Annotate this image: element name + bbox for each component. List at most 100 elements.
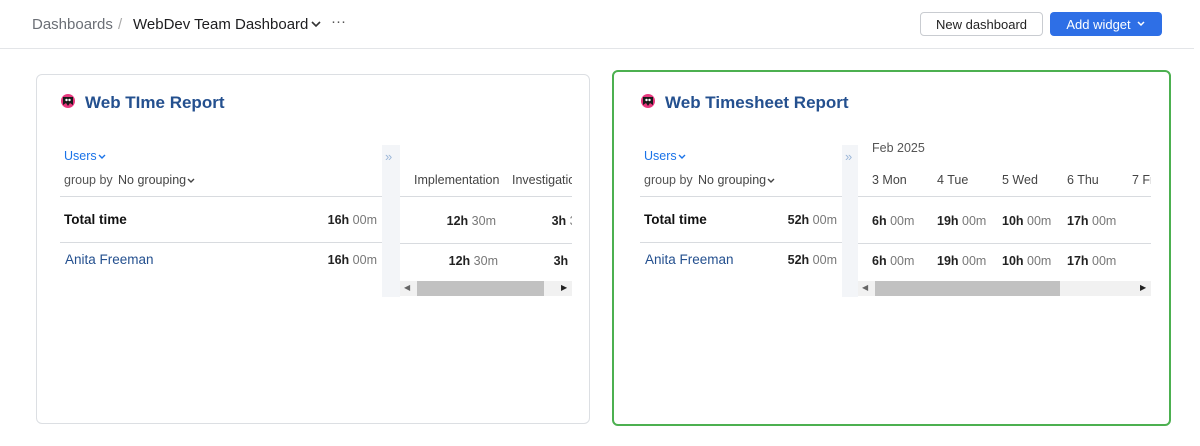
minutes: 00m — [1092, 214, 1117, 228]
hours: 12h — [448, 254, 471, 268]
minutes: 30m — [473, 254, 498, 268]
user-total: 52h 00m — [640, 253, 837, 267]
minutes: 00m — [1092, 254, 1117, 268]
column-header: 4 Tue — [937, 173, 969, 187]
total-label: Total time — [644, 212, 707, 227]
hours: 6h — [872, 214, 887, 228]
widget-card — [36, 74, 590, 424]
column-total: 10h 00m — [1002, 214, 1051, 228]
minutes: 00m — [812, 213, 837, 227]
grouping-selector[interactable]: No grouping — [118, 173, 187, 187]
hours: 52h — [787, 253, 810, 267]
column-header: 5 Wed — [1002, 173, 1038, 187]
scroll-left[interactable]: ◀ — [404, 283, 411, 292]
hours: 10h — [1002, 254, 1024, 268]
user-name[interactable]: Anita Freeman — [65, 252, 154, 267]
divider — [60, 196, 382, 197]
column-total: 19h 00m — [937, 214, 986, 228]
divider — [640, 196, 842, 197]
column-total: 3h 30m — [512, 214, 572, 228]
cell-time: 6h 00m — [872, 254, 914, 268]
minutes: 30m — [570, 214, 572, 228]
hours: 52h — [787, 213, 810, 227]
breadcrumb-separator: / — [118, 16, 123, 33]
dropdown-chevron[interactable] — [311, 20, 321, 28]
expand-toggle[interactable]: » — [845, 149, 853, 164]
hours: 17h — [1067, 214, 1089, 228]
minutes: 00m — [962, 214, 987, 228]
breadcrumb-current[interactable]: WebDev Team Dashboard — [133, 16, 309, 33]
cell-time: 17h 00m — [1067, 254, 1116, 268]
hours: 10h — [1002, 214, 1024, 228]
minutes: 00m — [890, 254, 915, 268]
hours: 19h — [937, 254, 959, 268]
group-by-label: group by — [64, 173, 113, 187]
collapse-column — [382, 145, 400, 297]
column-header: 6 Thu — [1067, 173, 1099, 187]
expand-toggle[interactable]: » — [385, 149, 393, 164]
column-header: 3 Mon — [872, 173, 907, 187]
users-selector[interactable]: Users — [644, 149, 677, 163]
column-total: 6h 00m — [872, 214, 914, 228]
cell-time: 19h 00m — [937, 254, 986, 268]
top-bar: Dashboards / WebDev Team Dashboard ··· N… — [0, 0, 1194, 49]
hours: 17h — [1067, 254, 1089, 268]
hours: 19h — [937, 214, 959, 228]
minutes: 00m — [890, 214, 915, 228]
dropdown-chevron — [767, 178, 775, 183]
hours: 16h — [327, 213, 350, 227]
divider — [400, 243, 572, 244]
button-label: New dashboard — [935, 16, 1028, 32]
divider — [858, 243, 1151, 244]
divider — [400, 196, 572, 197]
total-time: 52h 00m — [640, 213, 837, 227]
collapse-column — [842, 145, 858, 297]
dropdown-chevron — [678, 154, 686, 159]
scroll-right[interactable]: ▶ — [561, 283, 568, 292]
total-label: Total time — [64, 212, 127, 227]
widget-icon — [61, 94, 75, 108]
minutes: 00m — [352, 253, 377, 267]
column-header: Implementation — [414, 173, 500, 187]
period-label: Feb 2025 — [872, 141, 925, 155]
minutes: 00m — [812, 253, 837, 267]
breadcrumb-root[interactable]: Dashboards — [32, 16, 113, 33]
minutes: 00m — [1027, 254, 1052, 268]
grouping-selector[interactable]: No grouping — [698, 173, 767, 187]
add-widget-button[interactable]: Add widget — [1050, 12, 1162, 36]
new-dashboard-button[interactable]: New dashboard — [920, 12, 1043, 36]
scroll-left[interactable]: ◀ — [862, 283, 869, 292]
widget-title[interactable]: Web Timesheet Report — [665, 93, 849, 112]
widget-card — [612, 70, 1171, 426]
scroll-right[interactable]: ▶ — [1140, 283, 1147, 292]
divider — [858, 196, 1151, 197]
users-selector[interactable]: Users — [64, 149, 97, 163]
total-time: 16h 00m — [60, 213, 377, 227]
user-name[interactable]: Anita Freeman — [645, 252, 734, 267]
hours: 16h — [327, 253, 350, 267]
group-by-label: group by — [644, 173, 693, 187]
user-total: 16h 00m — [60, 253, 377, 267]
scrollbar-thumb[interactable] — [875, 281, 1060, 296]
widget-icon — [641, 94, 655, 108]
minutes: 00m — [1027, 214, 1052, 228]
divider — [640, 242, 842, 243]
dropdown-chevron — [98, 154, 106, 159]
dropdown-chevron — [1137, 21, 1145, 27]
minutes: 30m — [471, 214, 496, 228]
cell-time: 10h 00m — [1002, 254, 1051, 268]
column-header: Investigation — [512, 173, 572, 187]
minutes: 00m — [962, 254, 987, 268]
button-label: Add widget — [1066, 16, 1131, 32]
scrollbar-thumb[interactable] — [417, 281, 544, 296]
widget-title[interactable]: Web TIme Report — [85, 93, 225, 112]
column-total: 17h 00m — [1067, 214, 1116, 228]
cell-time: 12h 30m — [414, 254, 498, 268]
divider — [60, 242, 382, 243]
more-menu[interactable]: ··· — [331, 13, 346, 30]
hours: 12h — [446, 214, 469, 228]
column-total: 12h 30m — [414, 214, 496, 228]
hours: 3h — [551, 214, 567, 228]
